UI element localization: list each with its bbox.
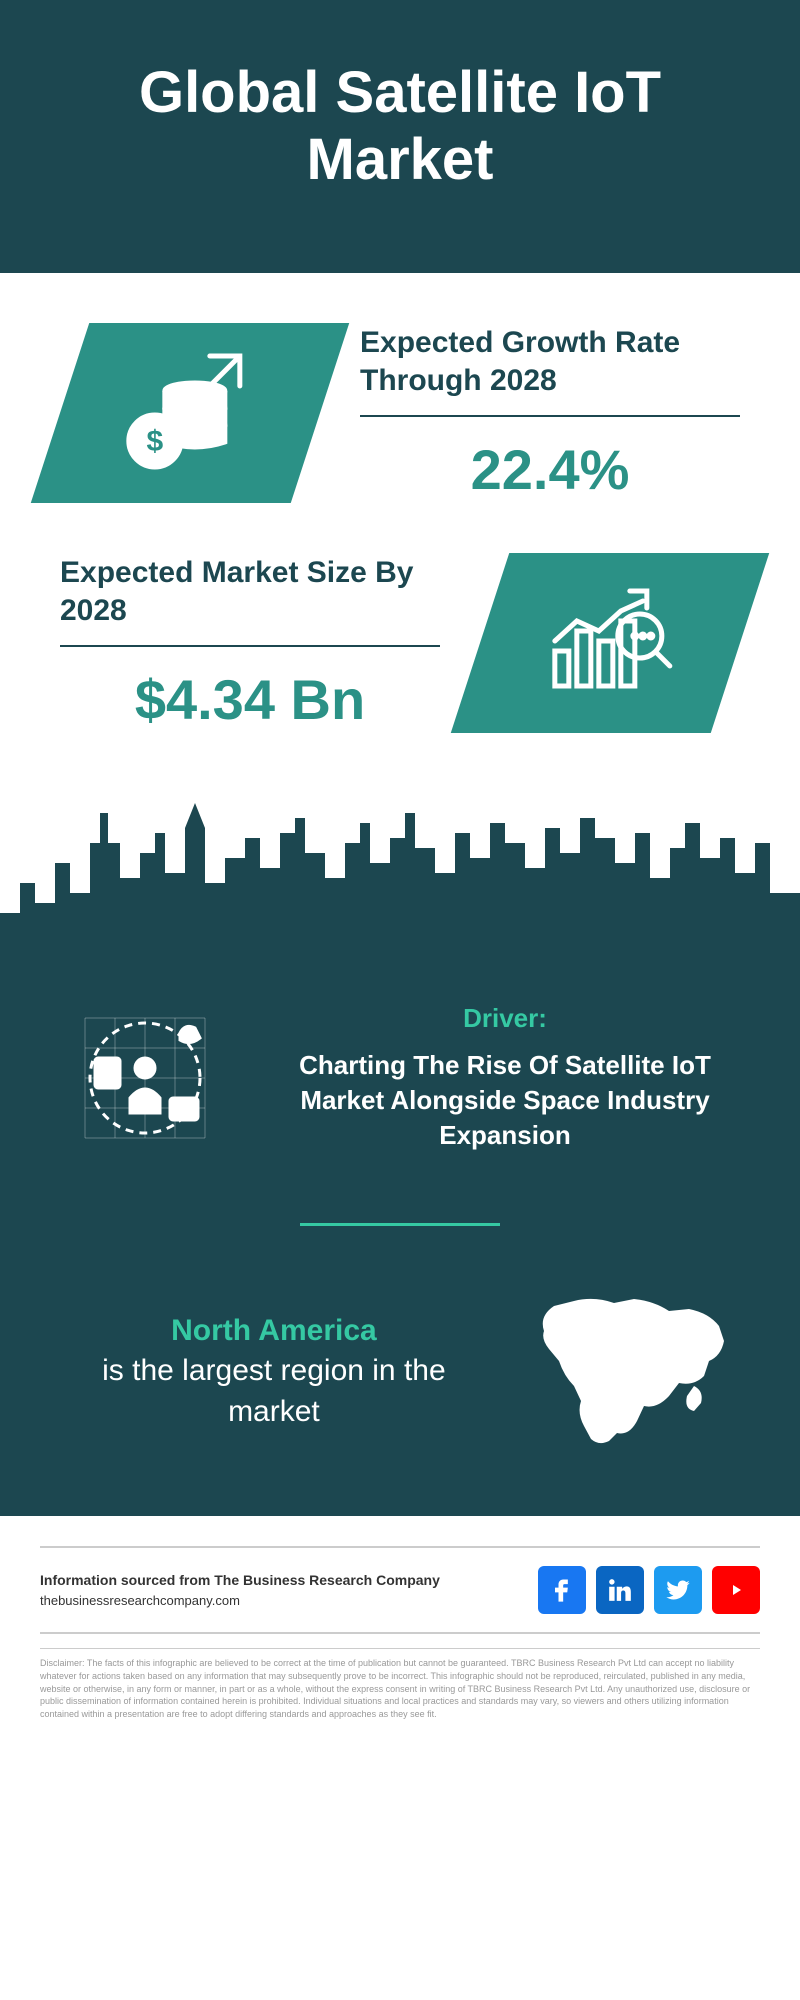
- stats-section: $ Expected Growth Rate Through 2028 22.4…: [0, 273, 800, 783]
- market-analysis-icon: [535, 576, 685, 711]
- header-banner: Global Satellite IoT Market: [0, 0, 800, 273]
- footer: Information sourced from The Business Re…: [0, 1516, 800, 1740]
- youtube-icon[interactable]: [712, 1566, 760, 1614]
- driver-text-block: Driver: Charting The Rise Of Satellite I…: [270, 1003, 740, 1153]
- region-row: North America is the largest region in t…: [60, 1286, 740, 1456]
- twitter-icon[interactable]: [654, 1566, 702, 1614]
- growth-stat-block: Expected Growth Rate Through 2028 22.4%: [360, 324, 740, 502]
- region-text: North America is the largest region in t…: [60, 1311, 488, 1433]
- footer-top: Information sourced from The Business Re…: [40, 1546, 760, 1634]
- footer-info-line: Information sourced from The Business Re…: [40, 1570, 440, 1591]
- north-america-map-icon: [528, 1286, 740, 1456]
- money-growth-icon: $: [115, 346, 265, 481]
- svg-text:$: $: [147, 425, 164, 458]
- market-icon-container: [451, 553, 769, 733]
- disclaimer-text: Disclaimer: The facts of this infographi…: [40, 1648, 760, 1720]
- network-icon: [60, 993, 230, 1163]
- footer-info: Information sourced from The Business Re…: [40, 1570, 440, 1611]
- footer-url: thebusinessresearchcompany.com: [40, 1591, 440, 1611]
- stat-row-marketsize: Expected Market Size By 2028 $4.34 Bn: [60, 553, 740, 733]
- dark-section: Driver: Charting The Rise Of Satellite I…: [0, 953, 800, 1516]
- growth-value: 22.4%: [360, 437, 740, 502]
- growth-label: Expected Growth Rate Through 2028: [360, 324, 740, 399]
- teal-divider: [300, 1223, 500, 1226]
- region-highlight: North America: [171, 1314, 377, 1347]
- page-title: Global Satellite IoT Market: [40, 60, 760, 193]
- social-icons: [538, 1566, 760, 1614]
- growth-icon-container: $: [31, 323, 349, 503]
- divider: [60, 645, 440, 647]
- facebook-icon[interactable]: [538, 1566, 586, 1614]
- driver-label: Driver:: [270, 1003, 740, 1034]
- divider: [360, 415, 740, 417]
- driver-row: Driver: Charting The Rise Of Satellite I…: [60, 993, 740, 1163]
- stat-row-growth: $ Expected Growth Rate Through 2028 22.4…: [60, 323, 740, 503]
- skyline-graphic: [0, 783, 800, 953]
- linkedin-icon[interactable]: [596, 1566, 644, 1614]
- region-rest: is the largest region in the market: [102, 1354, 446, 1428]
- marketsize-value: $4.34 Bn: [60, 667, 440, 732]
- driver-description: Charting The Rise Of Satellite IoT Marke…: [270, 1048, 740, 1153]
- marketsize-label: Expected Market Size By 2028: [60, 554, 440, 629]
- marketsize-stat-block: Expected Market Size By 2028 $4.34 Bn: [60, 554, 440, 732]
